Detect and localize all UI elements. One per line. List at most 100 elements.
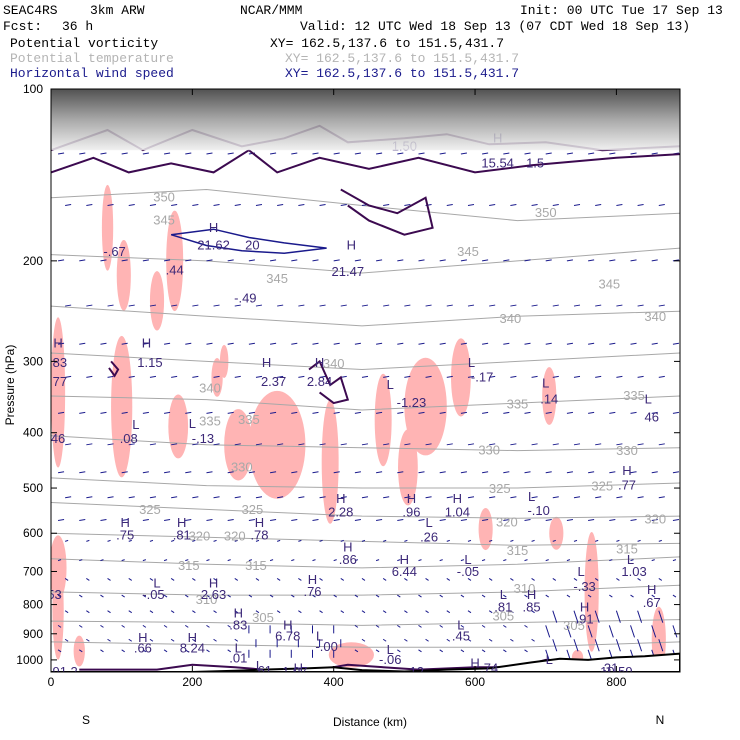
wind-vector [78, 649, 83, 653]
wind-vector [248, 594, 253, 598]
wind-vector [291, 342, 298, 345]
wind-vector [121, 519, 128, 522]
hl-label: 2.37 [261, 374, 286, 389]
hl-label: H [177, 515, 186, 530]
theta-label: 315 [178, 558, 200, 573]
wind-vector [637, 443, 644, 446]
wind-vector [672, 411, 680, 414]
wind-vector [524, 594, 528, 598]
wind-vector [651, 594, 656, 598]
wind-vector [255, 375, 263, 378]
wind-vector [404, 443, 411, 446]
wind-vector [467, 496, 475, 499]
wind-vector [446, 304, 453, 307]
wind-vector [319, 539, 323, 542]
wind-vector [425, 496, 432, 499]
hl-label: .76 [303, 584, 321, 599]
wind-vector [65, 304, 72, 307]
wind-vector [397, 342, 404, 345]
hl-label: 21.62 [197, 238, 230, 253]
wind-vector [206, 471, 213, 474]
wind-vector [658, 496, 665, 499]
wind-vector [651, 471, 658, 474]
y-tick-label: 1000 [16, 653, 43, 667]
wind-vector [630, 594, 634, 598]
wind-vector [467, 578, 472, 581]
theta-label: 340 [323, 356, 345, 371]
wind-vector [170, 610, 175, 614]
wind-vector [481, 649, 486, 653]
wind-vector [658, 578, 663, 581]
wind-vector [446, 443, 453, 446]
theta-label: 335 [623, 388, 645, 403]
wind-vector [637, 496, 644, 499]
wind-vector [319, 304, 326, 307]
wind-vector [234, 375, 241, 378]
wind-vector [255, 539, 260, 542]
wind-vector [206, 624, 210, 628]
wind-vector [382, 638, 387, 642]
wind-vector [651, 519, 658, 522]
hl-label: H [400, 552, 409, 567]
theta-contour [51, 641, 680, 648]
wind-vector [298, 610, 302, 614]
wind-vector [192, 204, 199, 207]
wind-vector [531, 638, 535, 642]
theta-label: 345 [153, 213, 175, 228]
wind-vector [404, 638, 408, 642]
wind-vector [489, 496, 496, 499]
theta-label: 320 [189, 529, 211, 544]
wind-vector [503, 594, 507, 598]
wind-vector [460, 594, 465, 598]
theta-label: 340 [500, 311, 522, 326]
hl-label: -.05 [142, 587, 164, 602]
hl-label: H [308, 572, 317, 587]
jet-contour [170, 228, 327, 255]
hl-label: -.06 [379, 652, 401, 667]
wind-vector [255, 304, 263, 307]
theta-label: 340 [199, 381, 221, 396]
header-model: 3km ARW [90, 3, 145, 18]
theta-label: 310 [514, 581, 536, 596]
wind-vector [545, 559, 549, 562]
wind-vector [206, 411, 213, 414]
wind-vector [128, 578, 133, 581]
wind-vector [637, 578, 641, 581]
wind-vector [354, 259, 361, 262]
theta-label: 350 [153, 190, 175, 205]
wind-vector [121, 559, 125, 562]
hl-label: H [315, 355, 324, 370]
wind-vector [637, 204, 644, 207]
y-tick-label: 400 [23, 426, 43, 440]
wind-vector [248, 559, 253, 562]
wind-vector [397, 594, 401, 598]
wind-vector [439, 649, 443, 653]
wind-vector [531, 496, 538, 499]
wind-vector [375, 559, 380, 562]
wind-vector [376, 259, 383, 262]
wind-vector [86, 638, 90, 642]
wind-vector [404, 578, 408, 581]
wind-vector [277, 443, 284, 446]
wind-vector [404, 539, 408, 542]
wind-vector [354, 594, 359, 598]
wind-vector [213, 375, 220, 378]
wind-vector [418, 624, 422, 628]
pv-contour [51, 148, 680, 174]
wind-vector [79, 259, 86, 262]
wind-vector [142, 259, 149, 262]
hl-label: L [387, 642, 394, 657]
theta-label: 305 [563, 618, 585, 633]
wind-vector [446, 375, 453, 378]
wind-vector [65, 204, 72, 207]
wind-vector [566, 594, 571, 598]
wind-vector [672, 625, 678, 638]
wind-vector [460, 152, 467, 155]
hl-labels: 1.50H15.541.5H21.6220H21.47-.67.44-.49H.… [51, 130, 661, 672]
pv-contour [308, 359, 350, 405]
wind-vector [552, 578, 557, 581]
wind-vector [503, 471, 510, 474]
wind-vector [595, 204, 602, 207]
wind-vector [446, 539, 450, 542]
x-tick-label: 0 [48, 675, 55, 689]
